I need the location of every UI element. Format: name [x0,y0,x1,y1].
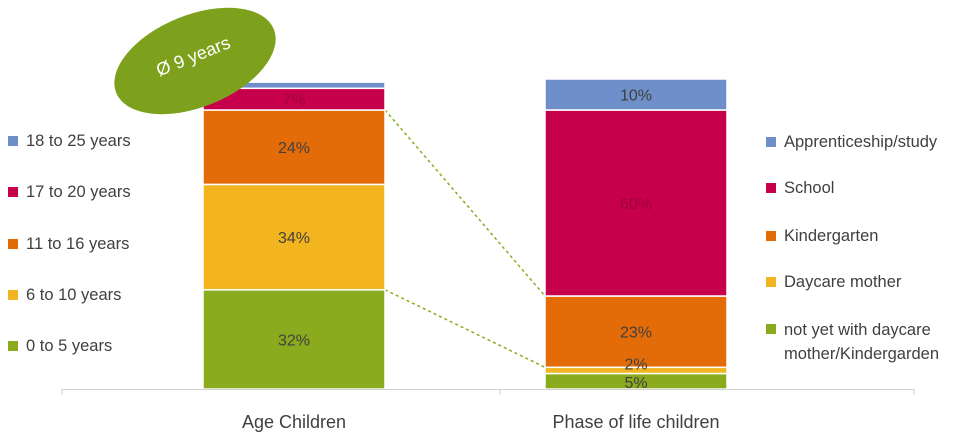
bar-segment-age-1 [202,183,386,291]
connector-line-upper [384,109,546,297]
legend-age-label-0: 18 to 25 years [26,132,131,150]
legend-phase-swatch-2 [766,231,776,241]
legend-age-label-3: 6 to 10 years [26,286,122,304]
legend-age-label-4: 0 to 5 years [26,337,113,355]
legend-age-label-2: 11 to 16 years [26,235,130,253]
bar-segment-phase-2 [544,295,728,369]
legend-phase-label-1: School [784,179,835,197]
legend-phase-swatch-0 [766,137,776,147]
legend-phase-swatch-1 [766,183,776,193]
data-label-phase-2: 23% [620,325,652,342]
legend-phase-swatch-4 [766,324,776,334]
legend-age-swatch-2 [8,239,18,249]
legend-phase-label-4: not yet with daycare mother/Kindergarden [784,321,940,363]
connector-line-lower [384,289,546,368]
data-label-age-0: 32% [278,332,310,349]
legend-phase-swatch-3 [766,277,776,287]
data-label-age-2: 24% [278,140,310,157]
bar-segment-phase-4 [544,78,728,111]
legend-age-swatch-4 [8,341,18,351]
data-label-age-1: 34% [278,230,310,247]
legend-age-swatch-0 [8,136,18,146]
data-label-phase-3: 60% [620,196,652,213]
data-label-phase-1: 2% [624,356,647,373]
bar-segment-phase-3 [544,109,728,297]
x-tick-label-1: Phase of life children [552,412,719,432]
legend-phase-label-2: Kindergarten [784,227,879,245]
data-label-phase-4: 10% [620,88,652,105]
legend-age-swatch-1 [8,187,18,197]
data-label-phase-0: 5% [624,375,647,392]
legend-age-label-1: 17 to 20 years [26,183,131,201]
legend-phase-label-0: Apprenticeship/study [784,133,938,151]
data-label-age-3: 7% [282,92,305,109]
legend-age-swatch-3 [8,290,18,300]
x-tick-label-0: Age Children [242,412,346,432]
bar-segment-age-2 [202,109,386,186]
legend-phase-label-3: Daycare mother [784,273,902,291]
